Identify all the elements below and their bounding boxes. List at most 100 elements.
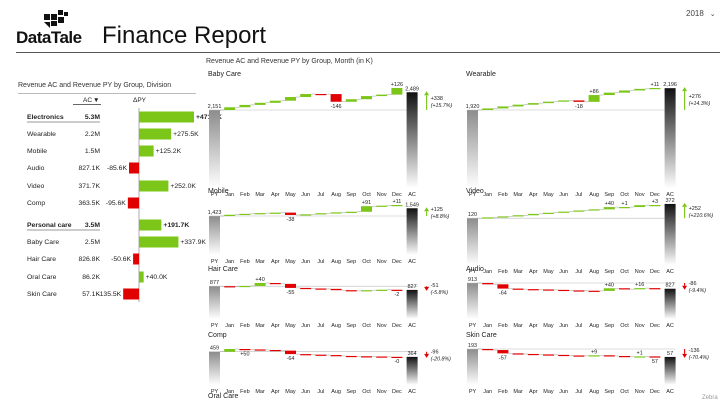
- small-chart-title: Mobile: [208, 188, 229, 195]
- waterfall-wearable: Wearable 1,920 -18 +86 +11 2,196 +276(+14.3%) P…: [466, 71, 711, 198]
- delta-value-label: -2: [394, 292, 399, 298]
- delta-bar: [573, 210, 585, 212]
- month-axis-label: Jul: [575, 389, 582, 395]
- delta-value-label: -18: [575, 104, 583, 110]
- delta-bar: [649, 356, 661, 358]
- month-axis-label: AC: [666, 389, 674, 395]
- ac-bar: [406, 208, 418, 255]
- small-chart-title: Video: [466, 188, 484, 195]
- month-axis-label: Jan: [225, 192, 234, 198]
- arrow-up-icon: [682, 202, 688, 207]
- sort-down-triangle-icon: ▼: [93, 97, 99, 104]
- delta-bar: [254, 102, 266, 105]
- delta-bar: [482, 283, 494, 285]
- month-axis-label: PY: [469, 192, 477, 198]
- month-axis-label: Jun: [301, 323, 310, 329]
- py-bar: [467, 218, 478, 265]
- delta-bar: [573, 290, 585, 292]
- month-axis-label: Dec: [650, 192, 660, 198]
- month-axis-label: Apr: [271, 323, 280, 329]
- row-ac-value: 371.7K: [78, 183, 100, 190]
- month-axis-label: Sep: [604, 192, 614, 198]
- variance-bar: [139, 128, 172, 140]
- month-axis-label: Nov: [377, 323, 387, 329]
- py-value-label: 2,151: [208, 104, 222, 110]
- delta-bar: [497, 106, 509, 109]
- py-value-label: 193: [468, 343, 477, 349]
- month-axis-label: Jun: [559, 323, 568, 329]
- delta-value-label: -146: [331, 104, 342, 110]
- month-axis-label: Dec: [392, 259, 402, 265]
- year-dropdown[interactable]: 2018 ⌄: [686, 9, 716, 18]
- month-axis-label: Sep: [346, 389, 356, 395]
- delta-bar: [300, 354, 312, 356]
- delta-bar: [588, 209, 600, 211]
- brand-name: DataTale: [16, 28, 82, 47]
- month-axis-label: AC: [666, 192, 674, 198]
- zebra-credit: Zebra: [702, 395, 718, 401]
- variance-label: +191.7K: [163, 222, 189, 229]
- left-chart-title: Revenue AC and Revenue PY by Group, Divi…: [18, 82, 172, 89]
- delta-bar: [603, 355, 615, 357]
- delta-bar: [588, 290, 600, 292]
- delta-bar: [269, 100, 281, 103]
- month-axis-label: Oct: [362, 389, 371, 395]
- delta-value-label: +40: [605, 201, 614, 207]
- month-axis-label: May: [543, 389, 554, 395]
- month-axis-label: Oct: [620, 192, 629, 198]
- month-axis-label: Jul: [575, 192, 582, 198]
- delta-value-label: 57: [652, 359, 658, 365]
- month-axis-label: Nov: [635, 389, 645, 395]
- delta-bar: [269, 283, 281, 285]
- row-label: Oral Care: [27, 274, 57, 281]
- ac-bar: [406, 356, 418, 385]
- py-value-label: 913: [468, 277, 477, 283]
- delta-bar: [345, 99, 357, 102]
- delta-value-label: +1: [637, 350, 643, 356]
- delta-bar: [497, 216, 509, 218]
- delta-value-label: +91: [362, 200, 371, 206]
- month-axis-label: Dec: [392, 389, 402, 395]
- month-axis-label: Apr: [271, 192, 280, 198]
- waterfall-skin-care: Skin Care 193 -57 +9 +1 57 57 -136(-70.4%) PY Jan…: [466, 332, 709, 395]
- delta-bar: [649, 205, 661, 207]
- variance-percent: (+14.3%): [689, 101, 711, 107]
- month-axis-label: Apr: [529, 269, 538, 275]
- variance-bar: [133, 253, 139, 265]
- delta-bar: [634, 356, 646, 358]
- datatale-logo-icon: [44, 10, 68, 28]
- month-axis-label: AC: [408, 259, 416, 265]
- row-label: Audio: [27, 165, 45, 172]
- row-label: Mobile: [27, 148, 47, 155]
- month-axis-label: May: [543, 323, 554, 329]
- waterfall-audio: Audio 913 -64 +40 +16 827 -86(-9.4%) PY Jan Feb Ma…: [466, 266, 706, 329]
- ac-value-label: 827: [408, 284, 417, 290]
- row-ac-value: 57.1K: [82, 291, 100, 298]
- variance-percent: (-5.8%): [431, 290, 449, 296]
- variance-percent: (+210.6%): [689, 213, 714, 219]
- month-axis-label: Apr: [271, 259, 280, 265]
- delta-bar: [543, 101, 554, 104]
- ac-value-label: 1,549: [405, 202, 419, 208]
- month-axis-label: PY: [211, 259, 219, 265]
- py-value-label: 1,920: [466, 104, 480, 110]
- variance-value: -51: [431, 283, 439, 289]
- delta-value-label: -38: [287, 217, 295, 223]
- delta-value-label: +1: [621, 201, 627, 207]
- delta-value-label: -57: [499, 355, 507, 361]
- month-axis-label: Jan: [483, 389, 492, 395]
- delta-bar: [634, 205, 646, 208]
- month-axis-label: AC: [408, 323, 416, 329]
- month-axis-label: Feb: [498, 269, 507, 275]
- month-axis-label: Jun: [559, 389, 568, 395]
- delta-bar: [588, 95, 600, 102]
- py-value-label: 120: [468, 212, 477, 218]
- variance-percent: (+8.8%): [431, 214, 450, 220]
- ac-value-label: 372: [666, 198, 675, 204]
- row-label: Comp: [27, 200, 45, 207]
- month-axis-label: Apr: [271, 389, 280, 395]
- row-label: Personal care: [27, 222, 72, 229]
- month-axis-label: PY: [469, 389, 477, 395]
- delta-value-label: -55: [287, 290, 295, 296]
